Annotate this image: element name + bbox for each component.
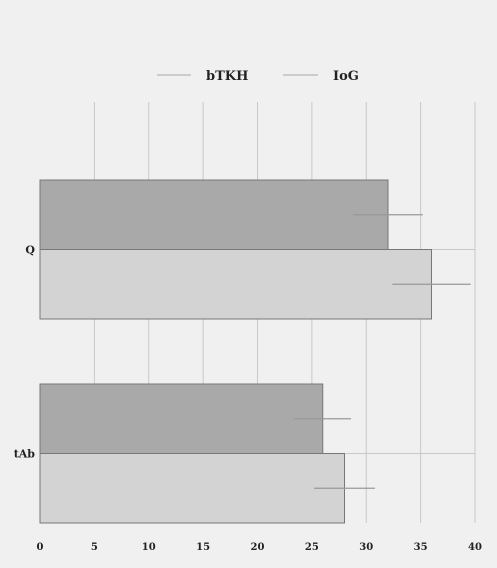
bar-bTKH-Q: [39, 179, 389, 250]
x-tick-label: 25: [305, 542, 319, 553]
legend: bTKH IoG: [157, 69, 359, 84]
bar-IoG-tAb: [39, 453, 345, 524]
x-tick-label: 35: [414, 542, 428, 553]
x-tick-label: 5: [91, 542, 98, 553]
x-tick-label: 40: [468, 542, 482, 553]
error-bars: [294, 214, 471, 489]
x-tick-label: 30: [359, 542, 373, 553]
x-tick-label: 20: [251, 542, 265, 553]
x-tick-label: 0: [37, 542, 44, 553]
category-label: Q: [25, 244, 35, 257]
legend-label: bTKH: [206, 69, 248, 84]
x-axis-ticks: 0 5 10 15 20 25 30 35 40: [37, 542, 482, 553]
x-tick-label: 10: [142, 542, 156, 553]
legend-label: IoG: [333, 69, 359, 84]
bar-IoG-Q: [39, 249, 432, 320]
x-tick-label: 15: [196, 542, 210, 553]
bars: [39, 179, 432, 524]
category-label: tAb: [14, 448, 36, 461]
bar-bTKH-tAb: [39, 383, 324, 454]
